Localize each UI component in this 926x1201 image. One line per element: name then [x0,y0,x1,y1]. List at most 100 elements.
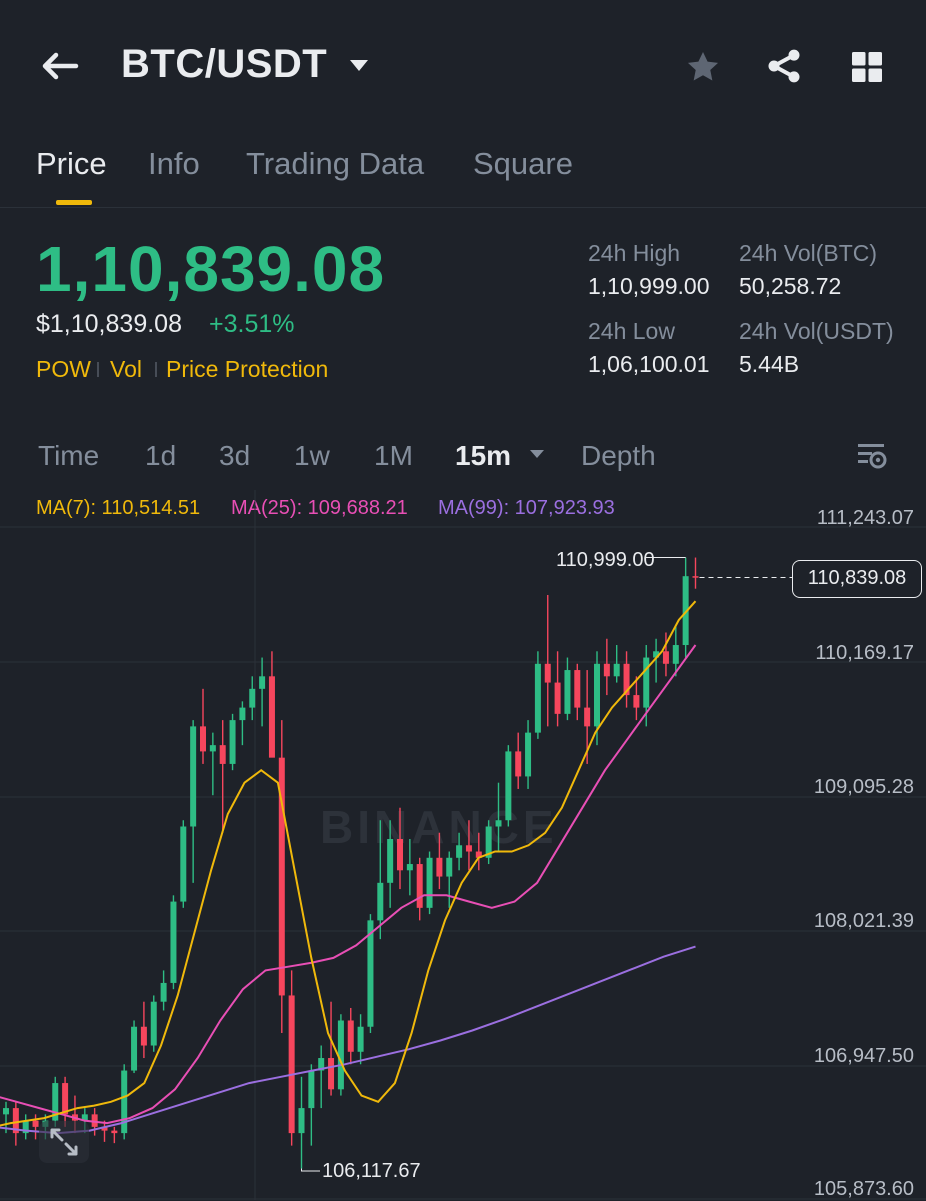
candle-body [387,839,394,883]
candle-body [219,745,226,764]
candlestick-chart[interactable] [0,490,926,1200]
y-tick: 111,243.07 [816,507,914,529]
last-price-marker[interactable]: 110,839.08 [792,560,922,598]
ma7-label: MA(7): 110,514.51 [36,497,201,519]
grid-icon[interactable] [849,49,885,85]
candle-body [121,1070,128,1134]
candle-body [111,1130,118,1134]
candle-body [397,839,403,871]
ma25-label: MA(25): 109,688.21 [231,497,408,519]
fiat-price: $1,10,839.08 [36,310,182,338]
tag-pow[interactable]: POW [36,356,91,382]
candle-body [180,826,187,902]
interval-3d[interactable]: 3d [219,440,251,471]
interval-1d[interactable]: 1d [145,440,177,471]
candle-body [367,920,374,1027]
candle-body [150,1001,157,1046]
ma99-line [0,945,696,1135]
candle-body [190,726,197,827]
candle-body [406,864,413,871]
candle-body [160,982,167,1002]
candle-body [574,670,581,708]
y-tick: 106,947.50 [813,1045,914,1067]
vol-usdt-value: 5.44B [739,351,800,377]
tag-divider [97,362,99,377]
candle-body [465,845,472,852]
candle-body [613,663,620,677]
candle-body [475,851,482,858]
star-icon[interactable] [684,48,722,86]
vol-btc-label: 24h Vol(BTC) [739,240,878,266]
candle-body [259,676,266,689]
candle-body [594,663,600,727]
candle-body [278,757,285,996]
top-bar: BTC/USDT [0,0,926,130]
y-tick: 109,095.28 [813,776,914,798]
candle-body [485,826,492,858]
pair-title[interactable]: BTC/USDT [121,42,328,86]
tab-price[interactable]: Price [36,146,107,181]
dropdown-caret-icon[interactable] [350,60,368,71]
tab-trading-data[interactable]: Trading Data [246,146,425,181]
tab-info[interactable]: Info [148,146,200,181]
ma7-line [0,600,697,1127]
share-icon[interactable] [764,46,804,86]
high-value: 1,10,999.00 [588,273,710,299]
candle-body [52,1083,59,1121]
y-tick: 108,021.39 [813,910,914,932]
candle-body [377,882,384,921]
vol-usdt-label: 24h Vol(USDT) [739,318,894,344]
candle-body [357,1026,364,1052]
candle-body [584,707,591,727]
candle-body [643,657,650,708]
high-label: 24h High [588,240,681,266]
low-marker-label: 106,117.67 [322,1160,421,1182]
fullscreen-icon[interactable] [38,1120,90,1164]
candle-body [495,820,502,827]
candle-body [140,1026,147,1046]
candle-body [62,1083,69,1115]
candle-body [446,857,453,877]
candle-body [426,857,433,908]
candle-body [436,857,443,877]
candle-body [170,901,177,983]
candle-body [81,1114,88,1121]
ma25-line [0,644,697,1125]
interval-1m[interactable]: 1M [374,440,413,471]
interval-time[interactable]: Time [38,440,100,471]
candle-body [268,676,275,758]
candle-body [337,1020,344,1090]
candle-body [328,1058,335,1090]
candle-body [662,651,669,664]
tab-square[interactable]: Square [473,146,573,181]
main-tabs: Price Info Trading Data Square [0,140,926,208]
candle-body [12,1108,19,1134]
candle-body [544,663,551,683]
last-price: 1,10,839.08 [36,233,386,305]
candle-body [101,1126,108,1131]
tag-price-protection[interactable]: Price Protection [166,356,329,382]
y-tick: 110,169.17 [815,642,914,664]
candle-body [534,663,541,733]
candle-body [209,745,216,752]
low-value: 1,06,100.01 [588,351,710,377]
candle-body [525,732,532,777]
interval-15m[interactable]: 15m [455,440,512,471]
candle-body [505,751,512,821]
back-arrow-icon[interactable] [40,50,80,82]
interval-1w[interactable]: 1w [294,440,330,471]
ma99-label: MA(99): 107,923.93 [438,497,615,519]
interval-caret-icon[interactable] [528,448,546,460]
candle-body [288,995,295,1134]
chart-settings-icon[interactable] [856,440,888,472]
low-marker-line [301,1168,320,1172]
candle-body [200,726,206,752]
interval-depth[interactable]: Depth [581,440,656,471]
candle-body [515,751,522,777]
candle-body [692,576,699,578]
tag-vol[interactable]: Vol [110,356,142,382]
candle-body [564,670,571,714]
candle-body [554,682,561,714]
candle-body [239,707,246,721]
candle-body [229,720,236,764]
